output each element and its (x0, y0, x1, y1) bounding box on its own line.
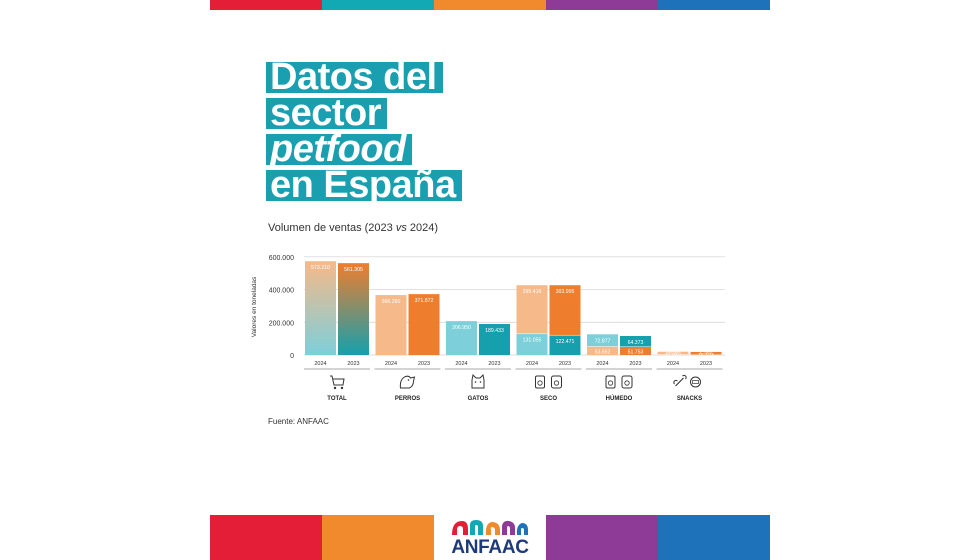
shopping-cart-icon (330, 375, 345, 390)
data-label: 561.305 (344, 267, 363, 273)
category-label: GATOS (468, 396, 489, 402)
bar-segment (620, 346, 651, 355)
data-label: 3.018 (667, 350, 680, 356)
strip-segment-red (210, 0, 322, 10)
title-line-1: Datos del (266, 58, 462, 96)
year-tick-label: 2024 (385, 361, 397, 367)
bar-segment (657, 351, 689, 355)
bar-segment (587, 334, 618, 347)
strip-segment-orange (322, 515, 434, 560)
data-label: 72.877 (595, 338, 611, 344)
strip-segment-orange (434, 0, 546, 10)
category-label: PERROS (395, 396, 420, 402)
strip-segment-teal (322, 0, 434, 10)
data-label: 16.124 (698, 353, 714, 359)
bar-segment (408, 294, 440, 355)
strip-segment-purple (546, 515, 658, 560)
title-line-2: sector (266, 94, 462, 132)
strip-segment-blue (658, 515, 770, 560)
year-tick-label: 2024 (667, 361, 679, 367)
bone-icon (673, 374, 701, 388)
data-label: 131.055 (523, 338, 542, 344)
bar-segment (549, 334, 581, 355)
data-label: 295.416 (523, 289, 542, 295)
bar-segment (516, 285, 548, 334)
category-label: SECO (540, 396, 557, 402)
bar-segment (305, 261, 336, 355)
page-title: Datos del sector petfood en España (266, 58, 462, 206)
data-label: 64.373 (628, 340, 644, 346)
cat-icon (471, 373, 485, 389)
year-tick-label: 2023 (700, 361, 712, 367)
title-line-3: petfood (266, 130, 462, 168)
data-label: 573.210 (311, 265, 330, 271)
year-tick-label: 2024 (314, 361, 326, 367)
y-tick-label: 0 (290, 353, 294, 360)
bar-segment (375, 295, 407, 355)
data-label: 51.753 (628, 350, 644, 356)
year-tick-label: 2023 (629, 361, 641, 367)
bar-segment (479, 324, 510, 355)
bar-segment (516, 333, 548, 355)
year-tick-label: 2024 (455, 361, 467, 367)
data-label: 122.471 (556, 339, 575, 345)
data-label: 189.433 (485, 328, 504, 334)
anfaac-logo: ANFAAC (434, 512, 546, 560)
y-axis-label: Valores en toneladas (251, 276, 258, 337)
year-tick-label: 2023 (488, 361, 500, 367)
y-tick-label: 200.000 (269, 320, 294, 327)
category-label: HÚMEDO (606, 395, 633, 402)
logo-text: ANFAAC (451, 537, 529, 558)
strip-segment-blue (658, 0, 770, 10)
year-tick-label: 2024 (526, 361, 538, 367)
year-tick-label: 2023 (347, 361, 359, 367)
wet-food-can-icon (605, 375, 633, 389)
bar-segment (549, 285, 581, 335)
bar-segment (587, 346, 618, 355)
bar-segment (446, 321, 477, 355)
year-tick-label: 2023 (559, 361, 571, 367)
dog-icon (399, 375, 416, 389)
year-tick-label: 2023 (418, 361, 430, 367)
bar-segment (620, 335, 651, 347)
bar-segment (338, 263, 369, 355)
data-label: 303.995 (556, 289, 575, 295)
year-tick-label: 2024 (596, 361, 608, 367)
data-label: 2.589 (700, 350, 713, 356)
category-label: TOTAL (327, 396, 347, 402)
data-label: 17.012 (665, 353, 681, 359)
bar-segment (690, 351, 722, 355)
y-tick-label: 600.000 (269, 255, 294, 262)
data-label: 366.260 (382, 299, 401, 305)
category-label: SNACKS (677, 396, 702, 402)
strip-segment-purple (546, 0, 658, 10)
title-line-4: en España (266, 166, 462, 204)
data-label: 53.652 (595, 350, 611, 356)
chart-subtitle: Volumen de ventas (2023 vs 2024) (268, 222, 439, 234)
dry-food-bag-icon (535, 375, 562, 389)
top-color-strip (210, 0, 770, 10)
strip-segment-red (210, 515, 322, 560)
source-note: Fuente: ANFAAC (268, 417, 329, 426)
logo-animals-icon (452, 520, 528, 535)
segment-divider (690, 354, 722, 356)
data-label: 371.872 (415, 298, 434, 304)
y-tick-label: 400.000 (269, 288, 294, 295)
data-label: 206.950 (452, 325, 471, 331)
bar-chart: 0 200.000 400.000 600.000 Valores en tonelad… (251, 255, 725, 402)
